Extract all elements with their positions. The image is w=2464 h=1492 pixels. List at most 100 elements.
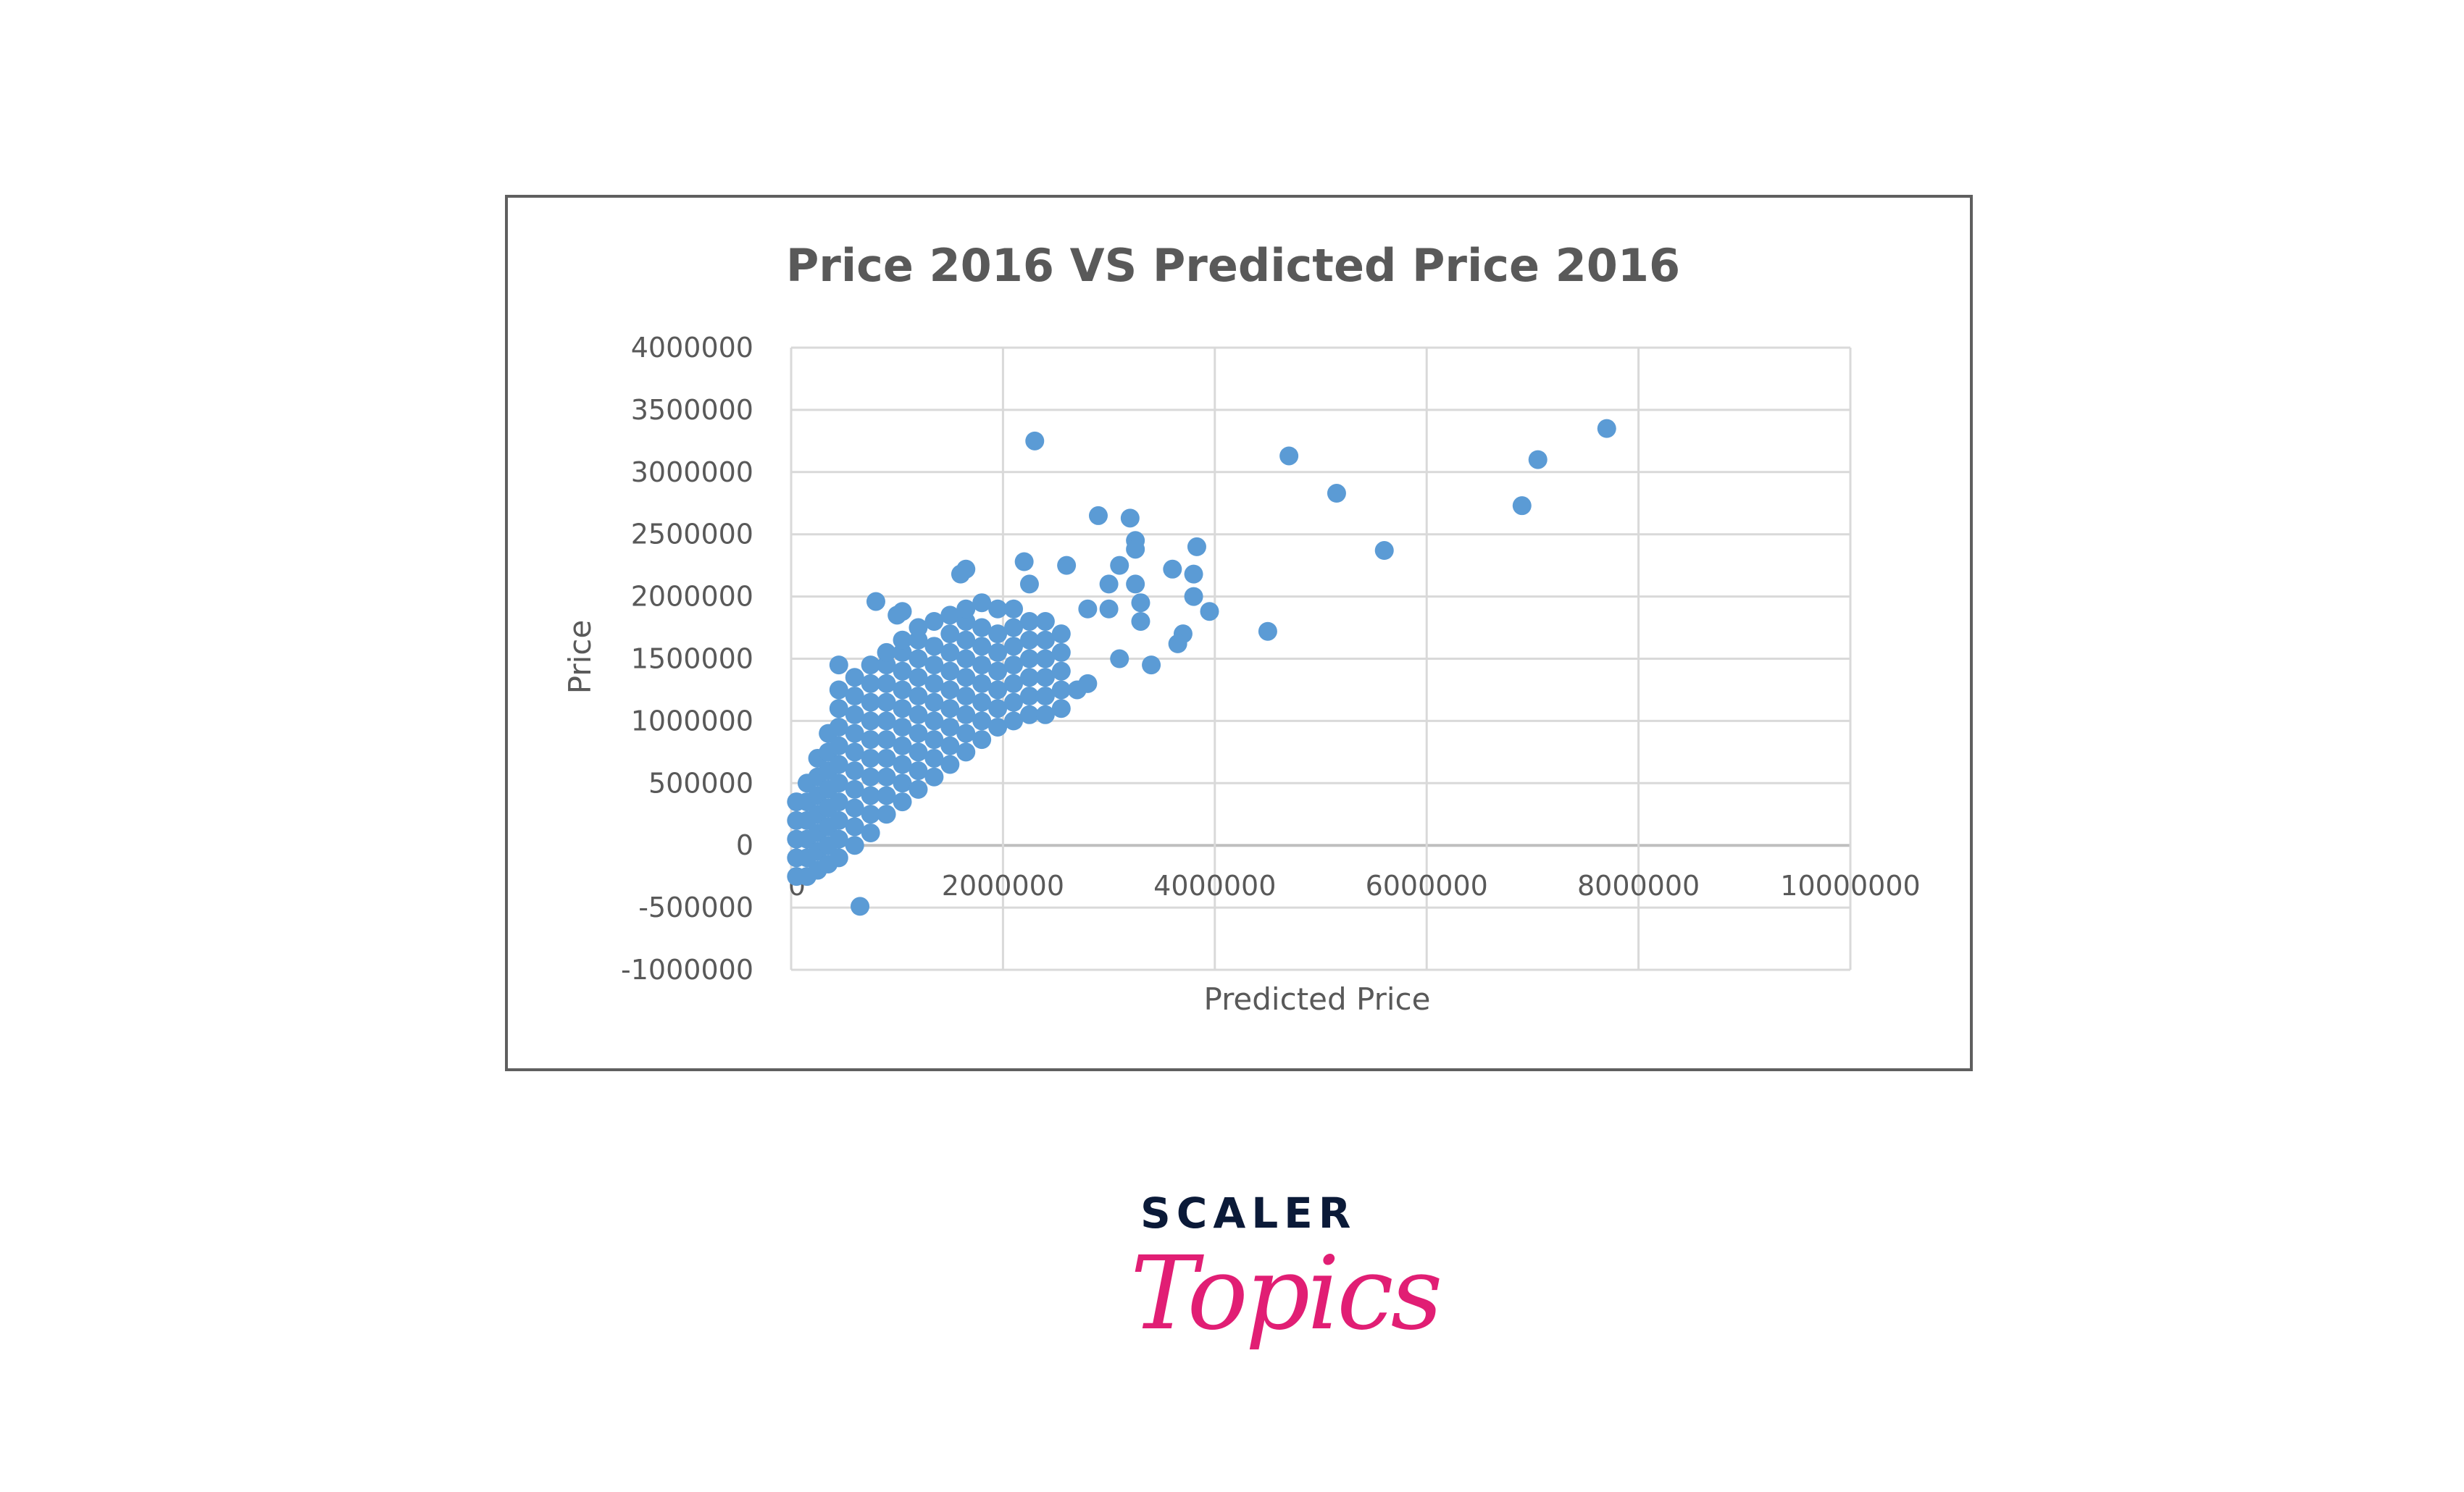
data-point	[940, 717, 960, 737]
y-tick-label: 2500000	[631, 519, 753, 550]
data-point	[972, 674, 992, 693]
data-point	[1279, 446, 1299, 466]
data-point	[988, 699, 1008, 718]
data-point	[909, 742, 928, 762]
data-point	[1163, 559, 1182, 579]
data-point	[956, 649, 976, 669]
data-point	[1512, 496, 1532, 516]
data-point	[972, 730, 992, 750]
data-point	[1004, 637, 1024, 656]
data-point	[1051, 624, 1071, 644]
data-point	[1168, 634, 1187, 653]
data-point	[893, 630, 912, 650]
data-point	[845, 817, 864, 837]
data-point	[893, 774, 912, 793]
data-point	[1078, 599, 1098, 619]
data-point	[1184, 564, 1203, 584]
data-point	[1019, 574, 1039, 594]
chart-frame	[505, 195, 1973, 1071]
data-point	[1019, 668, 1039, 687]
data-point	[893, 699, 912, 718]
data-point	[829, 655, 848, 675]
data-point	[1110, 556, 1129, 575]
data-point	[1184, 587, 1203, 606]
data-point	[940, 624, 960, 644]
data-point	[845, 668, 864, 687]
data-point	[1057, 556, 1077, 575]
data-point	[924, 637, 944, 656]
data-point	[972, 618, 992, 637]
data-point	[829, 810, 848, 830]
data-point	[861, 748, 880, 768]
data-point	[1035, 705, 1055, 724]
data-point	[845, 724, 864, 743]
x-tick-label: 2000000	[942, 870, 1064, 902]
data-point	[829, 774, 848, 793]
data-point	[972, 593, 992, 613]
data-point	[861, 711, 880, 731]
y-tick-label: 2000000	[631, 581, 753, 613]
data-point	[877, 692, 896, 712]
data-point	[1051, 661, 1071, 681]
data-point	[861, 674, 880, 693]
data-point	[972, 711, 992, 731]
data-point	[1019, 687, 1039, 706]
data-point	[1051, 642, 1071, 662]
data-point	[1025, 431, 1045, 450]
data-point	[893, 736, 912, 755]
data-point	[988, 599, 1008, 619]
data-point	[1374, 541, 1394, 561]
y-tick-labels: 4000000 3500000 3000000 2500000 2000000 15000…	[621, 332, 753, 986]
data-point	[1131, 611, 1150, 631]
data-point	[829, 792, 848, 812]
data-point	[829, 699, 848, 718]
x-axis-title: Predicted Price	[1204, 981, 1431, 1017]
data-point	[1597, 419, 1616, 438]
data-point	[1142, 655, 1161, 675]
data-point	[1110, 649, 1129, 669]
data-point	[829, 736, 848, 755]
data-point	[893, 717, 912, 737]
data-point	[909, 779, 928, 799]
data-point	[861, 805, 880, 824]
data-point	[877, 674, 896, 693]
data-point	[924, 674, 944, 693]
data-point	[829, 755, 848, 774]
data-point	[1051, 699, 1071, 718]
data-point	[956, 742, 976, 762]
data-point	[1327, 484, 1346, 503]
data-point	[909, 618, 928, 637]
data-point	[972, 655, 992, 675]
data-point	[1258, 621, 1277, 641]
data-point	[1126, 540, 1145, 559]
data-point	[1019, 705, 1039, 724]
data-point	[877, 786, 896, 805]
data-point	[924, 711, 944, 731]
data-point	[829, 848, 848, 868]
data-point	[956, 687, 976, 706]
data-point	[861, 823, 880, 843]
data-point	[845, 836, 864, 855]
data-point	[1004, 599, 1024, 619]
data-point	[909, 649, 928, 669]
x-tick-label: 10000000	[1780, 870, 1920, 902]
y-tick-label: 3000000	[631, 456, 753, 488]
y-tick-label: 0	[736, 829, 753, 861]
data-point	[940, 736, 960, 755]
data-point	[924, 748, 944, 768]
data-point	[861, 692, 880, 712]
data-point	[1035, 611, 1055, 631]
data-point	[909, 668, 928, 687]
data-point	[845, 761, 864, 781]
y-tick-label: 500000	[648, 767, 753, 799]
topics-logo-text: Topics	[1130, 1235, 1442, 1353]
data-point	[861, 730, 880, 750]
data-point	[1004, 692, 1024, 712]
data-point	[877, 711, 896, 731]
x-tick-label: 6000000	[1366, 870, 1488, 902]
data-point	[893, 661, 912, 681]
data-point	[888, 605, 907, 625]
data-point	[1035, 668, 1055, 687]
